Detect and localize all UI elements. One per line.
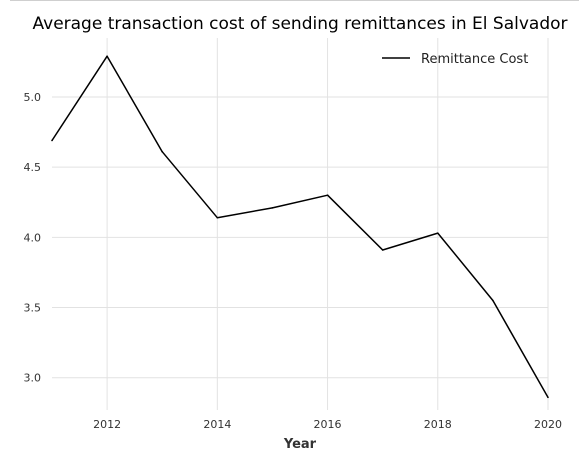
series-layer (51, 55, 549, 399)
x-tick-label: 2020 (534, 418, 562, 431)
chart-title: Average transaction cost of sending remi… (32, 14, 568, 34)
x-tick-label: 2018 (424, 418, 452, 431)
data-point (51, 139, 53, 142)
x-tick-label: 2014 (203, 418, 231, 431)
x-axis-label: Year (283, 437, 317, 452)
y-tick-label: 3.0 (24, 372, 42, 385)
series-line (51, 55, 549, 398)
y-tick-label: 3.5 (24, 302, 42, 315)
data-point (436, 232, 439, 234)
y-tick-label: 4.5 (24, 161, 42, 174)
x-tick-label: 2012 (93, 418, 121, 431)
data-point (547, 396, 549, 399)
y-tick-labels: 3.0 3.5 4.0 4.5 5.0 (24, 91, 42, 385)
grid-layer (52, 38, 549, 410)
data-point (106, 55, 108, 58)
top-border-line (10, 0, 579, 1)
x-tick-labels: 2012 2014 2016 2018 2020 (93, 418, 562, 431)
legend-label: Remittance Cost (421, 52, 528, 67)
y-tick-label: 4.0 (24, 231, 42, 244)
data-point (381, 249, 384, 251)
legend: Remittance Cost (382, 52, 528, 67)
data-point (161, 150, 164, 153)
data-point (492, 299, 494, 302)
x-tick-label: 2016 (314, 418, 342, 431)
data-point (326, 194, 329, 197)
data-point (271, 207, 274, 209)
data-point (216, 216, 219, 219)
y-tick-label: 5.0 (24, 91, 42, 104)
